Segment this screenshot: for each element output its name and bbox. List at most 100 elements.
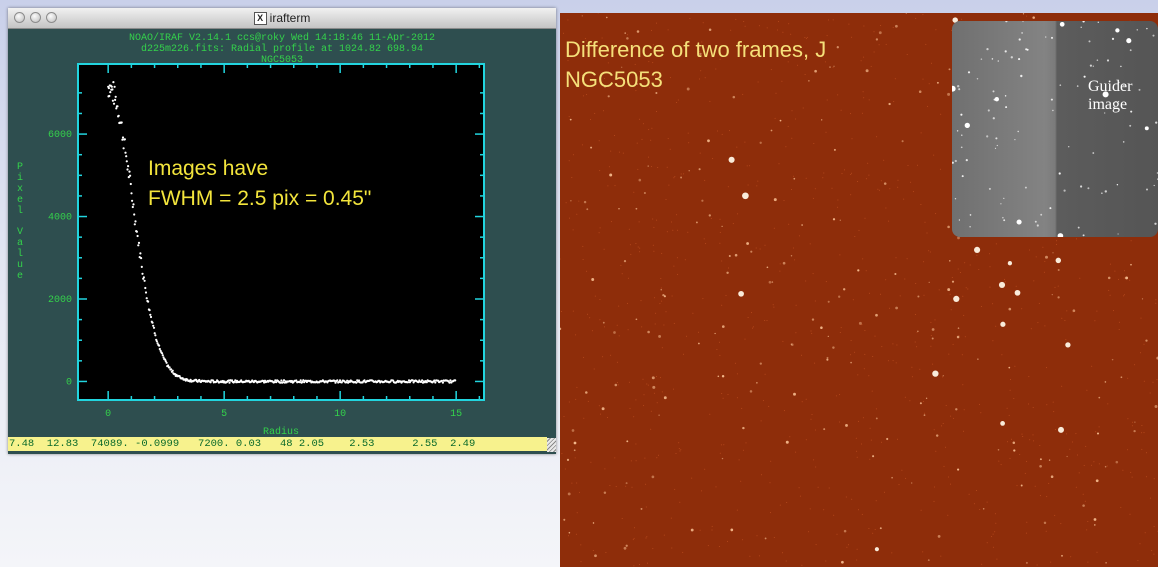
sky-noise	[869, 427, 871, 429]
sky-noise	[912, 191, 914, 193]
guider-star	[1118, 81, 1120, 84]
star	[814, 69, 817, 73]
sky-noise	[798, 487, 800, 489]
star	[701, 199, 704, 202]
sky-noise	[992, 546, 994, 548]
sky-noise	[814, 300, 816, 302]
sky-noise	[648, 61, 650, 63]
guider-star	[1004, 50, 1007, 53]
sky-noise	[654, 75, 656, 77]
data-point	[125, 155, 128, 158]
sky-noise	[568, 401, 570, 403]
sky-noise	[1022, 436, 1024, 437]
sky-noise	[837, 199, 839, 201]
sky-title-line-1: Difference of two frames, J	[565, 37, 827, 62]
sky-noise	[621, 518, 623, 519]
sky-noise	[607, 417, 608, 418]
sky-noise	[1113, 310, 1114, 312]
sky-noise	[654, 297, 656, 299]
star	[947, 92, 951, 96]
zoom-window-button[interactable]	[46, 12, 57, 23]
star	[601, 407, 605, 411]
sky-noise	[861, 513, 863, 515]
star	[714, 332, 716, 335]
resize-grip-icon[interactable]	[547, 438, 556, 452]
sky-noise	[1028, 403, 1030, 405]
sky-noise	[614, 185, 616, 187]
star	[982, 508, 985, 510]
sky-noise	[569, 217, 570, 219]
sky-noise	[747, 317, 749, 318]
guider-star	[1115, 28, 1120, 33]
sky-noise	[677, 273, 679, 275]
sky-noise	[723, 444, 725, 446]
data-point	[149, 315, 153, 319]
sky-noise	[850, 354, 852, 356]
guider-label-line-2: image	[1088, 96, 1128, 113]
close-window-button[interactable]	[14, 12, 25, 23]
sky-noise	[719, 58, 721, 60]
sky-noise	[1033, 280, 1035, 282]
sky-noise	[615, 486, 617, 487]
sky-noise	[576, 213, 578, 215]
star	[875, 38, 879, 41]
sky-noise	[1007, 441, 1008, 443]
data-point	[152, 326, 156, 329]
sky-noise	[854, 351, 856, 353]
plot-header-line-2: d225m226.fits: Radial profile at 1024.82…	[141, 43, 423, 55]
sky-noise	[805, 439, 807, 441]
sky-noise	[583, 356, 585, 358]
star	[721, 374, 725, 378]
sky-noise	[580, 544, 582, 546]
sky-noise	[994, 513, 996, 515]
minimize-window-button[interactable]	[30, 12, 41, 23]
sky-noise	[702, 298, 704, 300]
sky-noise	[850, 340, 852, 341]
sky-noise	[1086, 389, 1088, 391]
star	[652, 385, 656, 389]
data-point	[448, 381, 451, 384]
data-point	[141, 272, 144, 275]
sky-noise	[608, 166, 610, 168]
data-point	[111, 99, 114, 102]
sky-noise	[962, 295, 964, 297]
star	[821, 119, 823, 121]
sky-noise	[721, 393, 723, 394]
sky-noise	[889, 307, 890, 309]
star	[858, 321, 862, 325]
sky-noise	[833, 514, 835, 516]
data-point	[145, 297, 148, 300]
sky-noise	[810, 418, 812, 420]
sky-noise	[585, 40, 587, 42]
star	[647, 165, 649, 167]
sky-noise	[927, 105, 929, 107]
sky-noise	[642, 378, 644, 380]
sky-noise	[938, 289, 940, 291]
star	[1000, 421, 1005, 426]
sky-noise	[950, 309, 952, 311]
data-point	[282, 381, 285, 384]
sky-noise	[1009, 457, 1011, 459]
sky-noise	[839, 421, 840, 423]
sky-noise	[564, 468, 566, 470]
data-point	[363, 379, 366, 382]
sky-noise	[575, 334, 577, 336]
sky-noise	[736, 509, 738, 511]
sky-noise	[704, 179, 706, 181]
star	[1098, 396, 1101, 399]
sky-noise	[783, 410, 785, 412]
star	[635, 83, 638, 85]
guider-star	[980, 58, 983, 60]
y-axis-label-glyph: e	[17, 271, 23, 282]
sky-noise	[1106, 465, 1108, 467]
sky-noise	[860, 60, 862, 62]
sky-noise	[742, 539, 744, 541]
sky-noise	[684, 259, 686, 261]
sky-noise	[687, 231, 689, 233]
sky-noise	[779, 263, 781, 265]
star	[570, 200, 572, 202]
y-axis-label-glyph: u	[17, 260, 23, 271]
sky-noise	[948, 353, 950, 355]
guider-star	[1145, 188, 1149, 191]
